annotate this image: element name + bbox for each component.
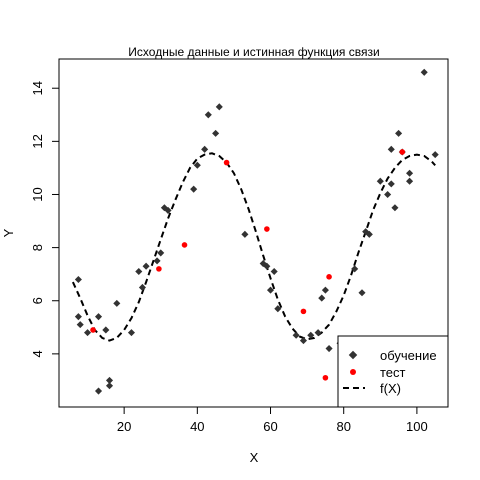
y-tick-label: 10 <box>30 187 45 201</box>
test-point <box>300 308 307 315</box>
test-point <box>264 226 270 232</box>
train-point <box>135 267 143 276</box>
series-layer <box>71 68 439 395</box>
legend: обучение тест f(X) <box>337 335 449 408</box>
legend-label-test: тест <box>380 365 406 380</box>
test-point <box>223 159 230 166</box>
train-point <box>318 294 326 302</box>
x-tick-label: 40 <box>190 419 204 434</box>
train-point <box>157 249 165 257</box>
train-point <box>292 331 300 339</box>
train-point <box>212 129 220 137</box>
x-tick-label: 20 <box>117 419 131 434</box>
train-point <box>299 337 307 345</box>
train-point <box>127 329 135 337</box>
train-point <box>105 376 114 384</box>
train-point <box>395 129 403 137</box>
train-point <box>241 230 249 238</box>
legend-marker-train <box>348 350 358 360</box>
train-point <box>431 151 439 159</box>
legend-label-train: обучение <box>380 348 437 363</box>
train-point <box>193 161 201 169</box>
train-point <box>113 299 121 307</box>
legend-label-curve: f(X) <box>380 381 401 396</box>
train-point <box>387 180 395 188</box>
train-point <box>190 185 198 193</box>
chart-title: Исходные данные и истинная функция связи <box>128 45 379 59</box>
x-tick-label: 80 <box>336 419 350 434</box>
train-point <box>420 68 428 76</box>
train-point <box>358 289 366 297</box>
train-point <box>270 267 278 276</box>
y-tick-label: 12 <box>30 134 45 148</box>
legend-marker-test <box>350 369 356 375</box>
legend-box <box>337 335 449 408</box>
train-point <box>351 265 359 273</box>
y-tick-label: 14 <box>30 81 45 95</box>
train-point <box>84 329 92 337</box>
train-point <box>406 169 414 177</box>
train-point <box>164 206 172 214</box>
train-point <box>142 262 150 270</box>
true-function-line <box>71 152 436 342</box>
train-point <box>94 313 103 321</box>
test-point <box>399 149 406 155</box>
train-point <box>138 283 146 291</box>
train-point <box>263 262 271 270</box>
train-point <box>365 230 373 238</box>
y-axis: 4 6 8 10 12 14 <box>30 81 60 357</box>
train-point <box>387 145 395 153</box>
test-point <box>156 266 162 272</box>
x-axis-label: X <box>250 450 259 465</box>
train-point <box>102 326 110 334</box>
y-tick-label: 4 <box>30 350 45 357</box>
train-point <box>314 329 322 337</box>
train-point <box>153 257 161 265</box>
train-point <box>376 177 384 185</box>
train-point <box>391 204 399 212</box>
test-point <box>90 327 96 333</box>
train-point <box>307 331 315 339</box>
train-point <box>215 103 223 111</box>
train-point <box>201 145 209 153</box>
train-point <box>266 286 275 294</box>
y-tick-label: 6 <box>30 297 45 304</box>
train-point <box>384 190 392 199</box>
x-tick-label: 100 <box>406 419 428 434</box>
train-point <box>105 382 114 390</box>
x-tick-label: 60 <box>263 419 277 434</box>
test-point <box>181 242 188 248</box>
y-axis-label: Y <box>1 228 16 237</box>
train-point <box>406 177 414 185</box>
train-point <box>274 305 282 313</box>
train-point <box>76 321 84 329</box>
train-point <box>325 345 333 353</box>
train-point <box>204 111 212 119</box>
test-point <box>322 374 329 381</box>
x-axis: 20 40 60 80 100 <box>117 406 428 434</box>
test-point <box>326 274 332 280</box>
y-tick-label: 8 <box>30 244 45 251</box>
train-point <box>74 313 82 321</box>
train-point <box>321 286 329 294</box>
train-point <box>74 275 82 284</box>
train-point <box>94 387 103 395</box>
